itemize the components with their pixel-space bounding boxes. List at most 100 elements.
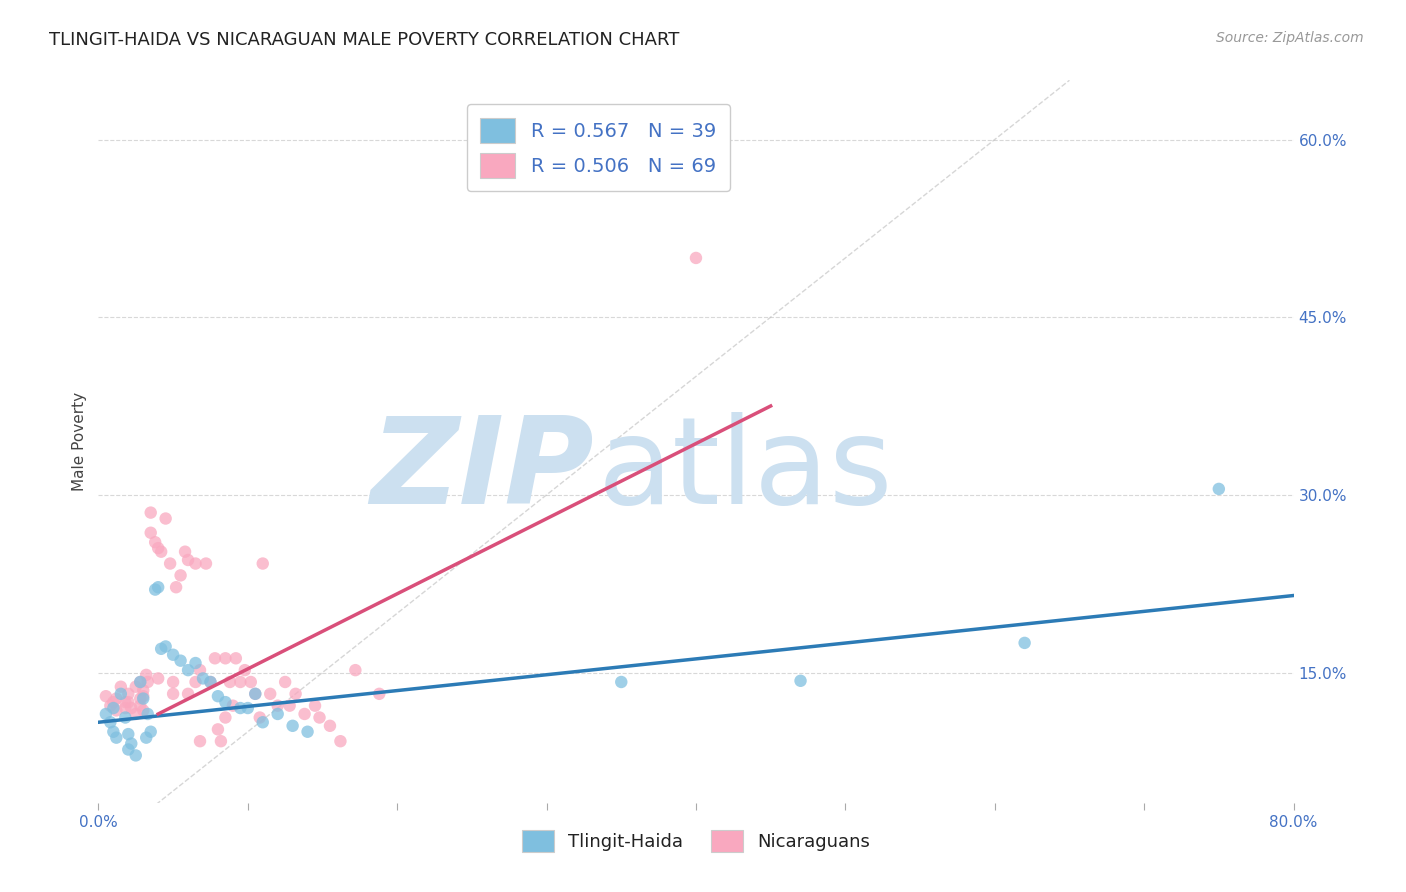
Point [249, 710, 271, 724]
Point [177, 663, 200, 677]
Point [252, 715, 274, 730]
Point [120, 737, 142, 751]
Y-axis label: Male Poverty: Male Poverty [72, 392, 87, 491]
Point [207, 689, 229, 703]
Point [195, 557, 218, 571]
Point [259, 687, 281, 701]
Point [110, 687, 132, 701]
Point [132, 683, 155, 698]
Point [281, 719, 304, 733]
Text: atlas: atlas [598, 412, 894, 529]
Point [188, 734, 211, 748]
Point [225, 651, 247, 665]
Point [125, 706, 148, 721]
Point [117, 695, 139, 709]
Point [165, 580, 187, 594]
Point [143, 582, 166, 597]
Point [143, 535, 166, 549]
Point [105, 731, 128, 745]
Point [789, 673, 811, 688]
Point [1014, 636, 1036, 650]
Point [177, 687, 200, 701]
Legend: Tlingit-Haida, Nicaraguans: Tlingit-Haida, Nicaraguans [515, 822, 877, 859]
Point [135, 731, 157, 745]
Point [94, 689, 117, 703]
Point [162, 687, 184, 701]
Text: ZIP: ZIP [371, 412, 595, 529]
Text: TLINGIT-HAIDA VS NICARAGUAN MALE POVERTY CORRELATION CHART: TLINGIT-HAIDA VS NICARAGUAN MALE POVERTY… [49, 31, 679, 49]
Point [204, 651, 226, 665]
Point [129, 698, 152, 713]
Point [162, 648, 184, 662]
Point [114, 710, 136, 724]
Point [191, 672, 214, 686]
Point [229, 701, 252, 715]
Point [685, 251, 707, 265]
Point [284, 687, 307, 701]
Point [117, 727, 139, 741]
Point [98, 698, 122, 713]
Point [155, 511, 177, 525]
Point [125, 680, 148, 694]
Point [274, 675, 297, 690]
Point [150, 544, 173, 558]
Point [229, 675, 252, 690]
Point [103, 701, 125, 715]
Point [125, 748, 148, 763]
Point [297, 724, 319, 739]
Point [110, 680, 132, 694]
Point [155, 640, 177, 654]
Point [219, 675, 242, 690]
Point [1208, 482, 1230, 496]
Point [319, 719, 342, 733]
Point [177, 553, 200, 567]
Point [98, 715, 122, 730]
Point [129, 691, 152, 706]
Point [174, 544, 197, 558]
Point [129, 675, 152, 690]
Point [236, 701, 259, 715]
Point [252, 557, 274, 571]
Point [200, 675, 222, 690]
Point [135, 668, 157, 682]
Point [169, 654, 191, 668]
Text: Source: ZipAtlas.com: Source: ZipAtlas.com [1216, 31, 1364, 45]
Point [184, 656, 207, 670]
Point [132, 689, 155, 703]
Point [162, 675, 184, 690]
Point [136, 706, 159, 721]
Point [184, 675, 207, 690]
Point [188, 663, 211, 677]
Point [184, 557, 207, 571]
Point [344, 663, 367, 677]
Point [304, 698, 326, 713]
Point [214, 695, 236, 709]
Point [278, 698, 301, 713]
Point [329, 734, 352, 748]
Point [267, 698, 290, 713]
Point [105, 691, 128, 706]
Point [209, 734, 232, 748]
Point [129, 675, 152, 690]
Point [139, 525, 162, 540]
Point [200, 675, 222, 690]
Point [239, 675, 262, 690]
Point [139, 724, 162, 739]
Point [120, 701, 142, 715]
Point [117, 742, 139, 756]
Point [132, 691, 155, 706]
Point [368, 687, 391, 701]
Point [169, 568, 191, 582]
Point [267, 706, 290, 721]
Point [148, 541, 170, 556]
Point [148, 672, 170, 686]
Point [136, 675, 159, 690]
Point [94, 706, 117, 721]
Point [150, 641, 173, 656]
Point [207, 723, 229, 737]
Point [233, 663, 256, 677]
Point [245, 687, 267, 701]
Point [132, 703, 155, 717]
Point [308, 710, 330, 724]
Point [214, 710, 236, 724]
